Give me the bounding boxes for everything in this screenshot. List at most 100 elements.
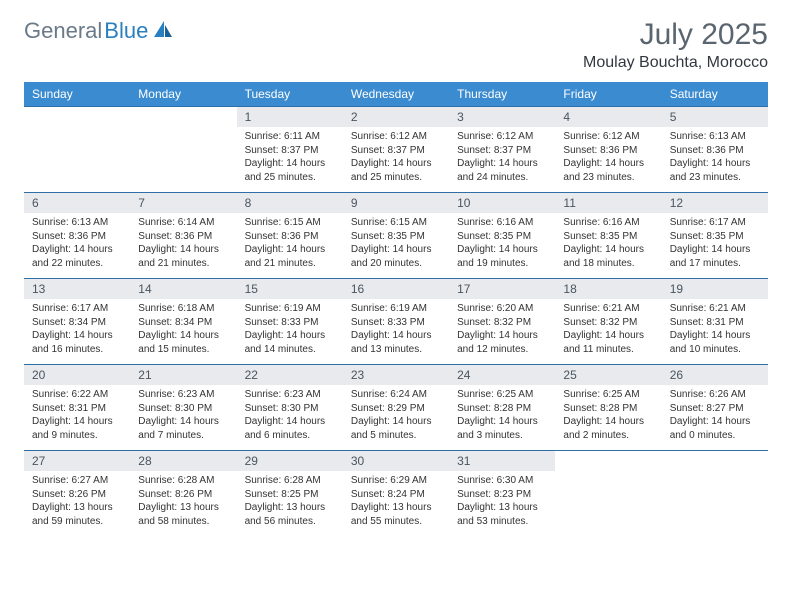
- day-details: Sunrise: 6:28 AMSunset: 8:25 PMDaylight:…: [237, 471, 343, 532]
- day-details: Sunrise: 6:23 AMSunset: 8:30 PMDaylight:…: [237, 385, 343, 446]
- day-number: 3: [449, 107, 555, 127]
- day-cell: 30Sunrise: 6:29 AMSunset: 8:24 PMDayligh…: [343, 451, 449, 537]
- day-cell: 12Sunrise: 6:17 AMSunset: 8:35 PMDayligh…: [662, 193, 768, 279]
- calendar-table: SundayMondayTuesdayWednesdayThursdayFrid…: [24, 82, 768, 537]
- day-header: Tuesday: [237, 82, 343, 107]
- day-details: Sunrise: 6:14 AMSunset: 8:36 PMDaylight:…: [130, 213, 236, 274]
- logo-text-blue: Blue: [104, 18, 148, 44]
- day-cell: 10Sunrise: 6:16 AMSunset: 8:35 PMDayligh…: [449, 193, 555, 279]
- day-number: 5: [662, 107, 768, 127]
- day-details: Sunrise: 6:30 AMSunset: 8:23 PMDaylight:…: [449, 471, 555, 532]
- day-number: 29: [237, 451, 343, 471]
- day-number: 2: [343, 107, 449, 127]
- day-cell: 22Sunrise: 6:23 AMSunset: 8:30 PMDayligh…: [237, 365, 343, 451]
- day-cell: [555, 451, 661, 537]
- day-number: 4: [555, 107, 661, 127]
- day-details: Sunrise: 6:20 AMSunset: 8:32 PMDaylight:…: [449, 299, 555, 360]
- day-cell: 21Sunrise: 6:23 AMSunset: 8:30 PMDayligh…: [130, 365, 236, 451]
- sail-icon: [152, 19, 174, 44]
- day-details: Sunrise: 6:29 AMSunset: 8:24 PMDaylight:…: [343, 471, 449, 532]
- day-cell: [662, 451, 768, 537]
- day-cell: 17Sunrise: 6:20 AMSunset: 8:32 PMDayligh…: [449, 279, 555, 365]
- month-title: July 2025: [583, 18, 768, 52]
- day-details: Sunrise: 6:16 AMSunset: 8:35 PMDaylight:…: [449, 213, 555, 274]
- day-number: 7: [130, 193, 236, 213]
- day-details: Sunrise: 6:15 AMSunset: 8:36 PMDaylight:…: [237, 213, 343, 274]
- day-cell: 25Sunrise: 6:25 AMSunset: 8:28 PMDayligh…: [555, 365, 661, 451]
- day-number: 16: [343, 279, 449, 299]
- day-cell: 19Sunrise: 6:21 AMSunset: 8:31 PMDayligh…: [662, 279, 768, 365]
- day-cell: 20Sunrise: 6:22 AMSunset: 8:31 PMDayligh…: [24, 365, 130, 451]
- day-number: 6: [24, 193, 130, 213]
- day-details: Sunrise: 6:21 AMSunset: 8:31 PMDaylight:…: [662, 299, 768, 360]
- day-cell: 14Sunrise: 6:18 AMSunset: 8:34 PMDayligh…: [130, 279, 236, 365]
- day-number: 21: [130, 365, 236, 385]
- day-cell: 16Sunrise: 6:19 AMSunset: 8:33 PMDayligh…: [343, 279, 449, 365]
- page-header: GeneralBlue July 2025 Moulay Bouchta, Mo…: [24, 18, 768, 72]
- week-row: 20Sunrise: 6:22 AMSunset: 8:31 PMDayligh…: [24, 365, 768, 451]
- day-header: Monday: [130, 82, 236, 107]
- day-cell: 29Sunrise: 6:28 AMSunset: 8:25 PMDayligh…: [237, 451, 343, 537]
- day-number: 23: [343, 365, 449, 385]
- day-cell: 28Sunrise: 6:28 AMSunset: 8:26 PMDayligh…: [130, 451, 236, 537]
- day-cell: 26Sunrise: 6:26 AMSunset: 8:27 PMDayligh…: [662, 365, 768, 451]
- day-cell: 8Sunrise: 6:15 AMSunset: 8:36 PMDaylight…: [237, 193, 343, 279]
- day-details: Sunrise: 6:23 AMSunset: 8:30 PMDaylight:…: [130, 385, 236, 446]
- day-cell: 1Sunrise: 6:11 AMSunset: 8:37 PMDaylight…: [237, 107, 343, 193]
- day-number: 17: [449, 279, 555, 299]
- day-cell: 24Sunrise: 6:25 AMSunset: 8:28 PMDayligh…: [449, 365, 555, 451]
- day-header: Friday: [555, 82, 661, 107]
- day-number: 11: [555, 193, 661, 213]
- day-number: 26: [662, 365, 768, 385]
- day-number: 12: [662, 193, 768, 213]
- day-cell: 18Sunrise: 6:21 AMSunset: 8:32 PMDayligh…: [555, 279, 661, 365]
- day-number: 19: [662, 279, 768, 299]
- day-number: 28: [130, 451, 236, 471]
- day-details: Sunrise: 6:19 AMSunset: 8:33 PMDaylight:…: [237, 299, 343, 360]
- title-block: July 2025 Moulay Bouchta, Morocco: [583, 18, 768, 72]
- day-number: 31: [449, 451, 555, 471]
- day-details: Sunrise: 6:28 AMSunset: 8:26 PMDaylight:…: [130, 471, 236, 532]
- day-details: Sunrise: 6:19 AMSunset: 8:33 PMDaylight:…: [343, 299, 449, 360]
- day-cell: 5Sunrise: 6:13 AMSunset: 8:36 PMDaylight…: [662, 107, 768, 193]
- day-cell: 3Sunrise: 6:12 AMSunset: 8:37 PMDaylight…: [449, 107, 555, 193]
- day-header: Sunday: [24, 82, 130, 107]
- day-cell: 23Sunrise: 6:24 AMSunset: 8:29 PMDayligh…: [343, 365, 449, 451]
- day-details: Sunrise: 6:21 AMSunset: 8:32 PMDaylight:…: [555, 299, 661, 360]
- day-details: Sunrise: 6:22 AMSunset: 8:31 PMDaylight:…: [24, 385, 130, 446]
- location-label: Moulay Bouchta, Morocco: [583, 54, 768, 72]
- day-details: Sunrise: 6:12 AMSunset: 8:37 PMDaylight:…: [449, 127, 555, 188]
- day-details: Sunrise: 6:26 AMSunset: 8:27 PMDaylight:…: [662, 385, 768, 446]
- day-details: Sunrise: 6:16 AMSunset: 8:35 PMDaylight:…: [555, 213, 661, 274]
- day-details: Sunrise: 6:17 AMSunset: 8:34 PMDaylight:…: [24, 299, 130, 360]
- day-number: 20: [24, 365, 130, 385]
- week-row: 27Sunrise: 6:27 AMSunset: 8:26 PMDayligh…: [24, 451, 768, 537]
- day-cell: 7Sunrise: 6:14 AMSunset: 8:36 PMDaylight…: [130, 193, 236, 279]
- day-details: Sunrise: 6:25 AMSunset: 8:28 PMDaylight:…: [449, 385, 555, 446]
- day-cell: 31Sunrise: 6:30 AMSunset: 8:23 PMDayligh…: [449, 451, 555, 537]
- day-number: 24: [449, 365, 555, 385]
- week-row: 6Sunrise: 6:13 AMSunset: 8:36 PMDaylight…: [24, 193, 768, 279]
- day-details: Sunrise: 6:17 AMSunset: 8:35 PMDaylight:…: [662, 213, 768, 274]
- week-row: 1Sunrise: 6:11 AMSunset: 8:37 PMDaylight…: [24, 107, 768, 193]
- logo: GeneralBlue: [24, 18, 174, 44]
- day-number: 1: [237, 107, 343, 127]
- day-number: 18: [555, 279, 661, 299]
- day-header-row: SundayMondayTuesdayWednesdayThursdayFrid…: [24, 82, 768, 107]
- day-details: Sunrise: 6:27 AMSunset: 8:26 PMDaylight:…: [24, 471, 130, 532]
- day-cell: 9Sunrise: 6:15 AMSunset: 8:35 PMDaylight…: [343, 193, 449, 279]
- day-details: Sunrise: 6:13 AMSunset: 8:36 PMDaylight:…: [24, 213, 130, 274]
- day-header: Wednesday: [343, 82, 449, 107]
- day-cell: 11Sunrise: 6:16 AMSunset: 8:35 PMDayligh…: [555, 193, 661, 279]
- day-number: 8: [237, 193, 343, 213]
- day-number: 27: [24, 451, 130, 471]
- day-number: 22: [237, 365, 343, 385]
- day-cell: 2Sunrise: 6:12 AMSunset: 8:37 PMDaylight…: [343, 107, 449, 193]
- logo-text-general: General: [24, 18, 102, 44]
- day-details: Sunrise: 6:12 AMSunset: 8:37 PMDaylight:…: [343, 127, 449, 188]
- day-cell: 13Sunrise: 6:17 AMSunset: 8:34 PMDayligh…: [24, 279, 130, 365]
- day-cell: 6Sunrise: 6:13 AMSunset: 8:36 PMDaylight…: [24, 193, 130, 279]
- calendar-body: 1Sunrise: 6:11 AMSunset: 8:37 PMDaylight…: [24, 107, 768, 537]
- day-number: 25: [555, 365, 661, 385]
- day-details: Sunrise: 6:12 AMSunset: 8:36 PMDaylight:…: [555, 127, 661, 188]
